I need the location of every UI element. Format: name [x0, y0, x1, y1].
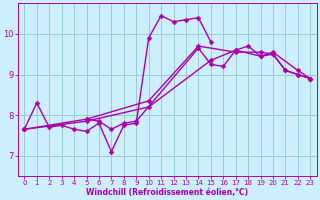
- X-axis label: Windchill (Refroidissement éolien,°C): Windchill (Refroidissement éolien,°C): [86, 188, 248, 197]
